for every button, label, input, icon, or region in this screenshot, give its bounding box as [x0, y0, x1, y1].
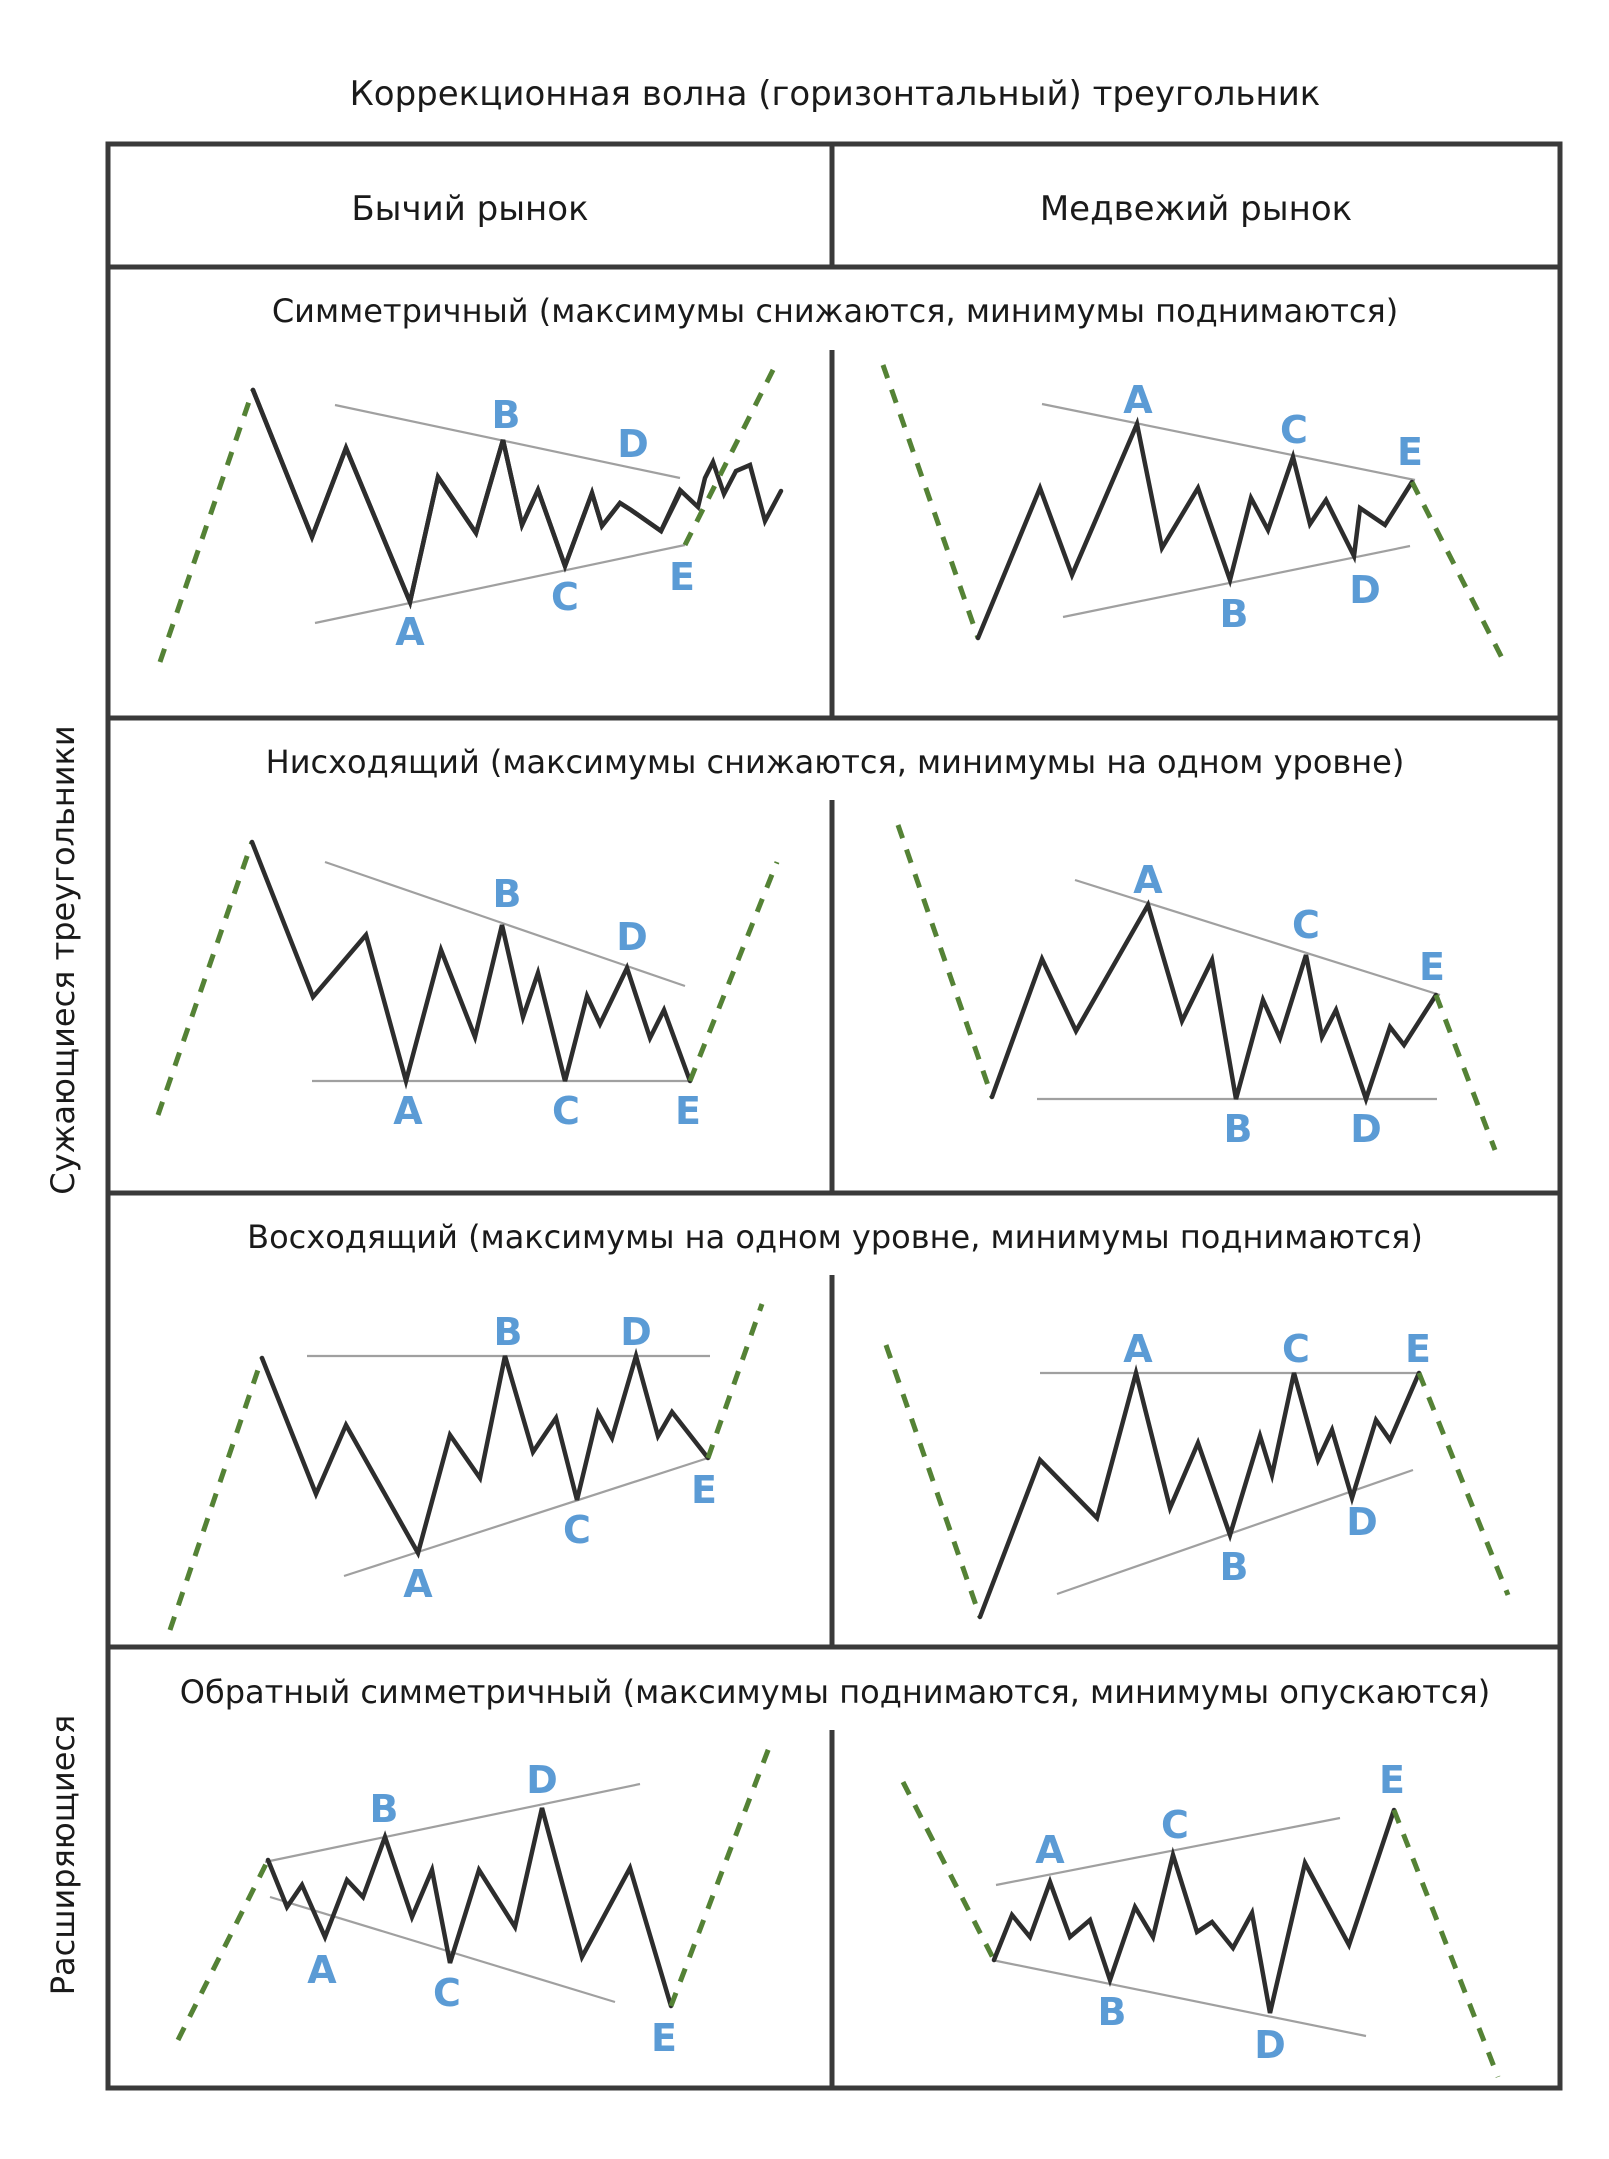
side-label-expanding: Расширяющиеся [44, 1715, 82, 1996]
wave-label-d: D [1349, 568, 1381, 612]
price-wave [977, 1364, 1422, 1620]
wave-label-e: E [1397, 430, 1423, 474]
wave-label-e: E [1419, 945, 1445, 989]
upper-trendline [995, 1816, 1341, 1887]
lower-trendline [991, 1958, 1367, 2038]
lower-trendline [343, 1456, 709, 1578]
column-header-bear: Медвежий рынок [1040, 189, 1352, 229]
row-heading-symmetric: Симметричный (максимумы снижаются, миним… [272, 292, 1398, 330]
upper-trendline [1041, 402, 1416, 482]
wave-label-e: E [651, 2016, 677, 2060]
wave-label-c: C [433, 1971, 461, 2015]
impulse-wave-in [157, 389, 256, 663]
impulse-wave-in [155, 841, 255, 1116]
panel-expanding-bear: A B C D E [900, 1758, 1501, 2078]
diagram-title: Коррекционная волна (горизонтальный) тре… [350, 74, 1321, 114]
wave-label-a: A [1123, 378, 1153, 422]
wave-label-a: A [403, 1562, 433, 1606]
row-heading-ascending: Восходящий (максимумы на одном уровне, м… [247, 1218, 1423, 1256]
panel-ascending-bull: A B C D E [167, 1303, 765, 1631]
wave-label-e: E [669, 555, 695, 599]
impulse-wave-out [1416, 1372, 1511, 1596]
price-wave [259, 1347, 711, 1559]
wave-label-c: C [1292, 903, 1320, 947]
lower-trendline [1062, 544, 1411, 619]
panel-descending-bull: A B C D E [155, 839, 780, 1133]
impulse-wave-out [1409, 480, 1505, 660]
wave-label-b: B [1220, 592, 1249, 636]
row-heading-descending: Нисходящий (максимумы снижаются, минимум… [266, 743, 1405, 781]
panel-ascending-bear: A B C D E [883, 1327, 1511, 1620]
impulse-wave-out [687, 861, 780, 1082]
wave-label-d: D [620, 1310, 652, 1354]
price-wave [265, 1807, 674, 2009]
wave-label-d: D [616, 915, 648, 959]
wave-label-c: C [1161, 1803, 1189, 1847]
wave-label-e: E [1405, 1327, 1431, 1371]
wave-label-b: B [1098, 1990, 1127, 2034]
wave-label-d: D [1254, 2023, 1286, 2067]
wave-label-d: D [617, 422, 649, 466]
wave-label-c: C [1280, 408, 1308, 452]
panel-descending-bear: A B C D E [895, 824, 1498, 1151]
price-wave-end [250, 387, 684, 610]
wave-label-c: C [1282, 1327, 1310, 1371]
wave-label-a: A [1123, 1327, 1153, 1371]
wave-label-b: B [492, 393, 521, 437]
wave-label-e: E [691, 1468, 717, 1512]
impulse-wave-in [895, 824, 995, 1098]
table-frame [105, 141, 1563, 2091]
wave-label-b: B [1220, 1545, 1249, 1589]
wave-label-b: B [493, 872, 522, 916]
upper-trendline [324, 860, 686, 988]
wave-label-a: A [395, 610, 425, 654]
wave-label-a: A [393, 1089, 423, 1133]
side-label-contracting: Сужающиеся треугольники [44, 725, 82, 1194]
impulse-wave-in [880, 364, 981, 639]
impulse-wave-in [175, 1858, 271, 2042]
wave-label-a: A [1133, 858, 1163, 902]
wave-label-b: B [494, 1310, 523, 1354]
impulse-wave-out [668, 1744, 773, 2007]
impulse-wave-in [167, 1357, 265, 1631]
wave-label-b: B [1224, 1107, 1253, 1151]
wave-label-d: D [1350, 1107, 1382, 1151]
lower-trendline [269, 1895, 616, 2004]
wave-label-a: A [1035, 1828, 1065, 1872]
upper-trendline [264, 1782, 641, 1864]
price-wave [991, 1807, 1397, 2014]
price-wave [975, 416, 1415, 641]
upper-trendline [334, 403, 681, 480]
wave-label-c: C [551, 575, 579, 619]
upper-trendline [1074, 878, 1441, 997]
wave-label-c: C [563, 1508, 591, 1552]
panel-expanding-bull: A B C D E [175, 1744, 773, 2060]
row-heading-expanding: Обратный симметричный (максимумы поднима… [180, 1673, 1490, 1711]
panel-symmetric-bear: A B C D E [880, 364, 1505, 660]
impulse-wave-out [705, 1303, 765, 1459]
panel-symmetric-bull: A B C D E [157, 364, 784, 663]
lower-trendline [314, 543, 686, 625]
impulse-wave-in [900, 1780, 997, 1962]
price-wave [989, 899, 1439, 1107]
impulse-wave-out [1391, 1809, 1501, 2078]
wave-label-d: D [526, 1758, 558, 1802]
impulse-wave-in [883, 1344, 983, 1618]
wave-label-c: C [552, 1089, 580, 1133]
impulse-wave-out [682, 364, 778, 547]
impulse-wave-out [1433, 994, 1498, 1151]
price-wave [249, 839, 693, 1090]
wave-label-d: D [1346, 1500, 1378, 1544]
column-header-bull: Бычий рынок [351, 189, 588, 229]
wave-label-b: B [370, 1787, 399, 1831]
wave-label-a: A [307, 1948, 337, 1992]
wave-label-e: E [675, 1089, 701, 1133]
wave-label-e: E [1379, 1758, 1405, 1802]
